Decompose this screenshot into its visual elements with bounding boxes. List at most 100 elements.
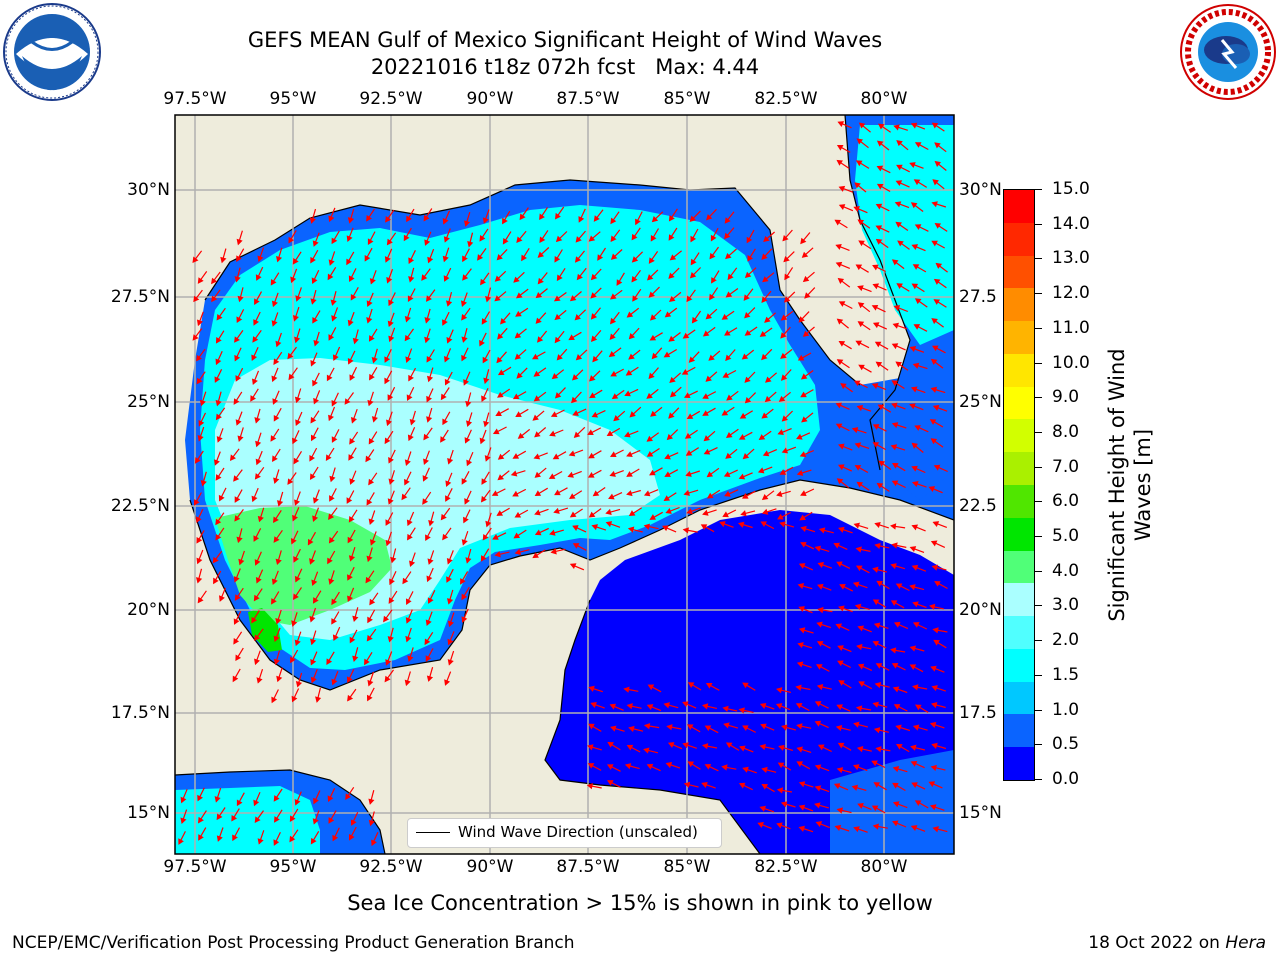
wind-arrow-head	[218, 494, 225, 502]
wind-arrow-head	[270, 279, 277, 286]
wind-arrow-head	[738, 707, 745, 714]
wind-arrow-head	[213, 577, 219, 585]
wind-arrow-head	[853, 826, 860, 833]
wind-arrow-head	[911, 524, 919, 531]
lon-top-label: 95°W	[269, 89, 317, 109]
wind-arrow-head	[480, 555, 487, 562]
wind-arrow-head	[890, 600, 898, 606]
wind-arrow-head	[312, 379, 318, 387]
wind-arrow-head	[650, 314, 657, 321]
wind-arrow-head	[932, 826, 939, 833]
wind-arrow-head	[407, 434, 414, 442]
wind-arrow-head	[616, 279, 623, 286]
wind-arrow-head	[815, 821, 823, 828]
wind-arrow-head	[588, 452, 595, 459]
wind-arrow-head	[497, 474, 505, 481]
wind-arrow-head	[776, 490, 783, 498]
wind-arrow-head	[878, 460, 886, 467]
wind-arrow-head	[349, 834, 355, 841]
wind-arrow-head	[346, 497, 353, 504]
wind-arrow-head	[932, 179, 939, 186]
colorbar-segment	[1004, 386, 1034, 420]
wind-arrow-head	[682, 701, 689, 708]
colorbar-segment	[1004, 419, 1034, 453]
wind-arrow-head	[892, 782, 899, 789]
wind-arrow-head	[665, 508, 672, 514]
wind-arrow-head	[651, 352, 658, 360]
wind-arrow-head	[352, 337, 359, 345]
wind-arrow-head	[608, 351, 616, 358]
wind-arrow-head	[292, 514, 298, 522]
wind-arrow-head	[347, 358, 354, 365]
wind-arrow-head	[273, 839, 280, 846]
wind-arrow-head	[273, 358, 280, 365]
wind-arrow-head	[909, 346, 917, 353]
wind-arrow-head	[649, 469, 656, 476]
colorbar-tick-mark	[1034, 293, 1042, 295]
wind-arrow-head	[871, 760, 878, 767]
wind-arrow-head	[312, 818, 319, 825]
colorbar-segment	[1004, 255, 1034, 289]
wind-arrow-head	[632, 295, 639, 302]
wind-arrow-head	[406, 519, 413, 527]
wind-arrow-head	[496, 254, 503, 261]
wind-arrow-head	[895, 361, 902, 368]
wind-arrow-head	[625, 369, 633, 376]
wind-arrow-head	[725, 432, 733, 439]
lat-left-label: 25°N	[127, 392, 170, 412]
wind-arrow-head	[236, 799, 243, 807]
wind-arrow-head	[914, 298, 922, 305]
wind-arrow-head	[858, 681, 865, 687]
wind-arrow-head	[386, 419, 392, 427]
wind-arrow-head	[682, 742, 689, 749]
wind-arrow-head	[780, 314, 788, 321]
footer-date-text: 18 Oct 2022 on	[1088, 933, 1226, 953]
wind-arrow-head	[724, 490, 731, 497]
wind-arrow-head	[572, 410, 579, 416]
lon-bottom-label: 82.5°W	[754, 857, 818, 877]
wind-arrow-head	[739, 745, 746, 752]
colorbar-tick-label: 13.0	[1052, 248, 1090, 269]
wind-arrow-head	[347, 694, 354, 702]
wind-arrow-head	[406, 215, 412, 223]
wind-arrow-head	[837, 660, 844, 667]
wind-arrow-head	[497, 333, 504, 340]
wind-arrow-head	[853, 522, 860, 529]
wind-arrow-head	[742, 493, 749, 499]
wind-arrow-head	[534, 471, 542, 478]
wind-arrow-head	[313, 397, 319, 405]
wind-arrow-head	[814, 785, 822, 792]
wind-arrow-head	[196, 377, 203, 385]
wind-arrow-head	[610, 217, 617, 225]
wind-arrow-head	[330, 299, 337, 306]
wind-arrow-head	[590, 273, 598, 281]
wind-arrow-head	[909, 664, 917, 670]
wind-arrow-head	[896, 283, 903, 289]
wind-arrow-head	[387, 498, 394, 505]
wind-arrow-head	[796, 723, 803, 730]
wind-arrow-head	[853, 764, 860, 771]
wind-arrow-head	[891, 259, 899, 266]
wind-arrow-head	[873, 782, 881, 788]
wind-arrow-head	[685, 470, 692, 477]
wind-arrow-head	[875, 746, 882, 753]
wind-arrow-head	[494, 275, 502, 282]
wind-arrow-head	[215, 518, 222, 526]
wind-arrow-head	[872, 264, 879, 271]
wind-arrow-head	[366, 694, 373, 702]
wind-arrow-head	[762, 276, 769, 283]
wind-arrow-head	[328, 536, 335, 544]
wind-arrow-head	[517, 432, 525, 439]
wind-arrow-head	[215, 413, 222, 421]
wind-arrow-head	[446, 576, 452, 583]
colorbar-tick-mark	[1034, 431, 1042, 433]
wind-arrow-head	[663, 495, 671, 501]
wind-arrow-head	[349, 636, 356, 644]
lat-right-label: 17.5	[959, 703, 997, 723]
wind-arrow-head	[817, 744, 825, 751]
wind-arrow-head	[935, 262, 943, 269]
wind-arrow-head	[234, 515, 241, 522]
wind-arrow-head	[293, 457, 300, 465]
wind-arrow-head	[631, 256, 639, 263]
wind-arrow-head	[705, 375, 712, 382]
